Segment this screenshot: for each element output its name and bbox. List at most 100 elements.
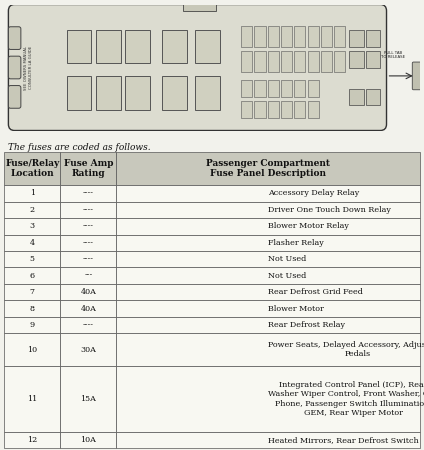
FancyBboxPatch shape: [412, 62, 421, 90]
Bar: [60, 185, 117, 202]
Text: Rear Defrost Grid Feed: Rear Defrost Grid Feed: [268, 288, 363, 296]
Text: 9: 9: [30, 321, 35, 329]
Text: ----: ----: [83, 206, 94, 214]
Bar: [349, 51, 364, 68]
Bar: [294, 101, 305, 118]
Text: Not Used: Not Used: [268, 272, 307, 280]
Text: 7: 7: [30, 288, 35, 296]
Bar: [281, 80, 292, 97]
Bar: [67, 76, 92, 109]
Text: Blower Motor: Blower Motor: [268, 305, 324, 313]
Bar: [162, 76, 187, 109]
Text: ----: ----: [83, 222, 94, 230]
Bar: [4, 366, 60, 432]
Bar: [96, 30, 120, 63]
Bar: [4, 267, 60, 284]
Bar: [254, 101, 265, 118]
FancyBboxPatch shape: [8, 4, 387, 130]
Bar: [4, 234, 60, 251]
Bar: [162, 30, 187, 63]
Bar: [307, 51, 319, 72]
Bar: [117, 300, 420, 317]
Bar: [117, 218, 420, 234]
Bar: [366, 51, 380, 68]
Text: 15A: 15A: [81, 395, 96, 403]
Text: 10A: 10A: [81, 436, 96, 444]
Text: 40A: 40A: [81, 305, 96, 313]
Text: 5: 5: [30, 255, 35, 263]
Text: ----: ----: [83, 321, 94, 329]
Text: 11: 11: [27, 395, 37, 403]
Bar: [321, 51, 332, 72]
Bar: [60, 202, 117, 218]
Bar: [4, 202, 60, 218]
Bar: [281, 26, 292, 46]
Text: ----: ----: [83, 189, 94, 198]
Text: 4: 4: [30, 239, 35, 247]
Bar: [60, 267, 117, 284]
Bar: [294, 26, 305, 46]
Text: Fuse/Relay
Location: Fuse/Relay Location: [5, 159, 59, 179]
Text: Fuse Amp
Rating: Fuse Amp Rating: [64, 159, 113, 179]
Bar: [4, 218, 60, 234]
Text: Blower Motor Relay: Blower Motor Relay: [268, 222, 349, 230]
Bar: [307, 80, 319, 97]
Bar: [195, 76, 220, 109]
Text: 12: 12: [27, 436, 37, 444]
Bar: [4, 432, 60, 448]
Text: Driver One Touch Down Relay: Driver One Touch Down Relay: [268, 206, 391, 214]
Text: Accessory Delay Relay: Accessory Delay Relay: [268, 189, 360, 198]
Bar: [294, 80, 305, 97]
Text: Not Used: Not Used: [268, 255, 307, 263]
Bar: [4, 333, 60, 366]
Text: ---: ---: [84, 272, 92, 280]
Text: 40A: 40A: [81, 288, 96, 296]
Bar: [268, 26, 279, 46]
Text: 6: 6: [30, 272, 35, 280]
Bar: [60, 284, 117, 300]
Bar: [321, 26, 332, 46]
Bar: [117, 251, 420, 267]
Text: Rear Defrost Relay: Rear Defrost Relay: [268, 321, 345, 329]
Text: 2: 2: [30, 206, 35, 214]
Bar: [307, 26, 319, 46]
FancyBboxPatch shape: [8, 86, 21, 108]
Bar: [96, 76, 120, 109]
Bar: [254, 26, 265, 46]
Bar: [60, 333, 117, 366]
Bar: [117, 284, 420, 300]
Bar: [60, 432, 117, 448]
Bar: [117, 185, 420, 202]
Text: ----: ----: [83, 255, 94, 263]
Bar: [4, 251, 60, 267]
FancyBboxPatch shape: [8, 56, 21, 79]
Bar: [281, 51, 292, 72]
Bar: [254, 51, 265, 72]
Text: Heated Mirrors, Rear Defrost Switch: Heated Mirrors, Rear Defrost Switch: [268, 436, 419, 444]
Bar: [4, 317, 60, 333]
Text: Integrated Control Panel (ICP), Rear
Washer Wiper Control, Front Washer, Cell
Ph: Integrated Control Panel (ICP), Rear Was…: [268, 381, 424, 417]
Bar: [60, 317, 117, 333]
Bar: [117, 317, 420, 333]
Bar: [307, 101, 319, 118]
Bar: [366, 30, 380, 46]
Text: PULL TAB
TO RELEASE: PULL TAB TO RELEASE: [381, 50, 405, 59]
Bar: [117, 202, 420, 218]
Text: The fuses are coded as follows.: The fuses are coded as follows.: [8, 143, 151, 152]
Text: SEE OWNERS MANUAL
CONSULTER LA GUIDE: SEE OWNERS MANUAL CONSULTER LA GUIDE: [24, 45, 33, 90]
Text: 8: 8: [30, 305, 35, 313]
Bar: [349, 30, 364, 46]
Text: Passenger Compartment
Fuse Panel Description: Passenger Compartment Fuse Panel Descrip…: [206, 159, 330, 179]
Bar: [268, 101, 279, 118]
Bar: [67, 30, 92, 63]
Bar: [60, 251, 117, 267]
Bar: [4, 300, 60, 317]
Text: Flasher Relay: Flasher Relay: [268, 239, 324, 247]
Bar: [117, 432, 420, 448]
Bar: [281, 101, 292, 118]
Text: 1: 1: [30, 189, 35, 198]
Text: 3: 3: [30, 222, 35, 230]
Bar: [254, 80, 265, 97]
Bar: [117, 267, 420, 284]
Bar: [4, 185, 60, 202]
